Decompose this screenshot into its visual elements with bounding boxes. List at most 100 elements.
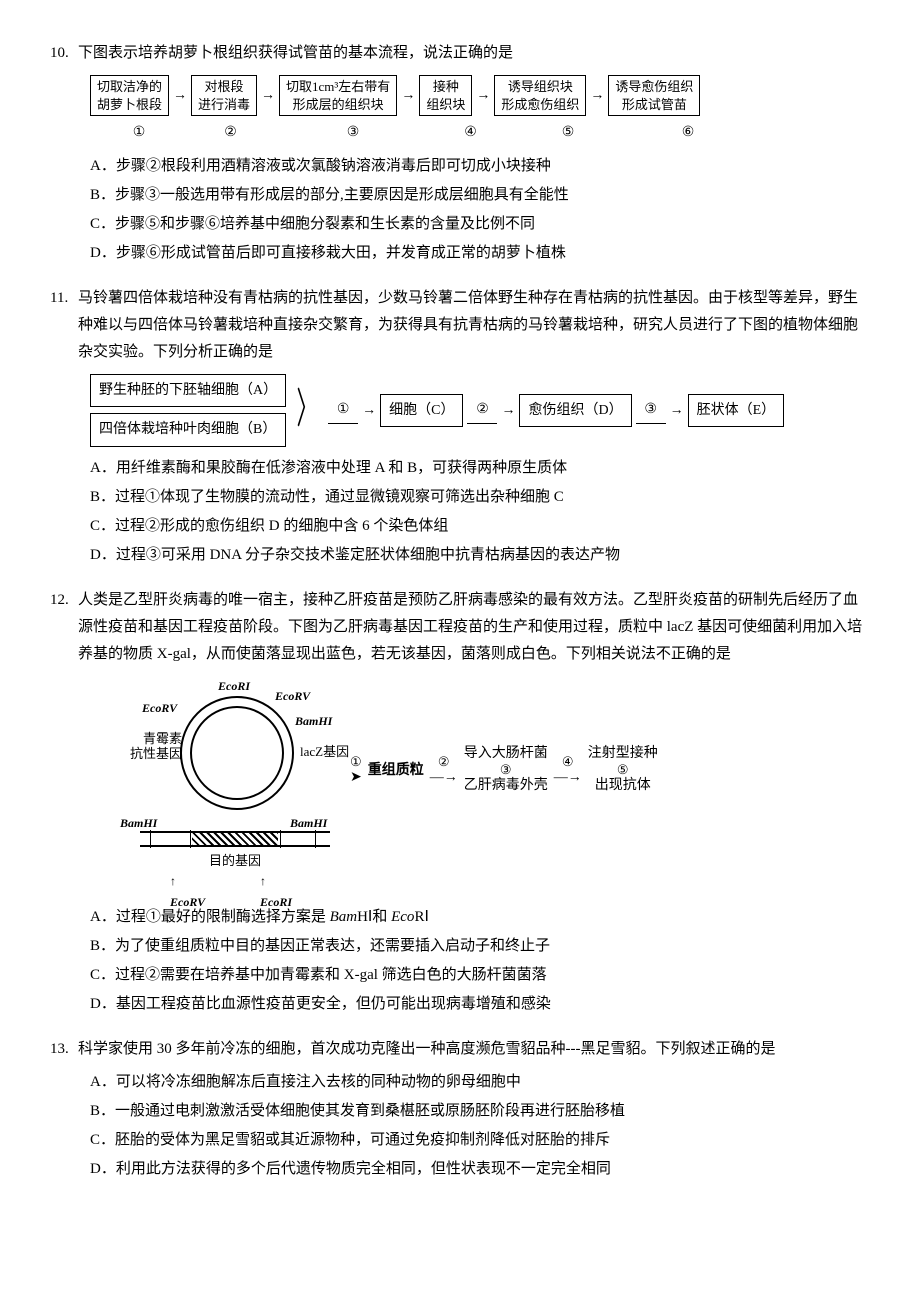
- arrow-icon: →: [476, 83, 490, 108]
- q12-lbl-1: ①: [350, 755, 362, 769]
- q11-options: A．用纤维素酶和果胶酶在低渗溶液中处理 A 和 B，可获得两种原生质体 B．过程…: [90, 455, 870, 569]
- enz-bamhi-right: BamHI: [295, 714, 332, 728]
- enz-ecori-tg: EcoRI: [260, 895, 292, 909]
- target-gene-text: 目的基因: [140, 849, 330, 872]
- question-10: 10. 下图表示培养胡萝卜根组织获得试管苗的基本流程，说法正确的是 切取洁净的 …: [50, 40, 870, 267]
- q11-option-a: A．用纤维素酶和果胶酶在低渗溶液中处理 A 和 B，可获得两种原生质体: [90, 455, 870, 482]
- target-gene-hatched: [192, 833, 278, 847]
- q12-lbl-2: ②: [438, 755, 450, 769]
- q12-process-chain: ①➤ 重组质粒 ②—→ 导入大肠杆菌 ③ 乙肝病毒外壳 ④—→ 注射型接种 ⑤ …: [350, 746, 658, 795]
- q10-circ-1: ①: [90, 120, 188, 145]
- arrow-icon: →: [362, 398, 376, 423]
- q11-step-1: ①: [328, 397, 358, 423]
- q12-ecoli-top: 导入大肠杆菌: [464, 746, 548, 763]
- q11-step-2: ②: [467, 397, 497, 423]
- q10-flow-row: 切取洁净的 胡萝卜根段 → 对根段 进行消毒 → 切取1cm³左右带有 形成层的…: [90, 75, 870, 116]
- q12-number: 12.: [50, 587, 78, 614]
- q11-callus-d: 愈伤组织（D）: [519, 394, 631, 427]
- q10-flow-5-text: 诱导组织块 形成愈伤组织: [501, 79, 579, 112]
- arrow-icon: →: [590, 83, 604, 108]
- q10-option-b: B．步骤③一般选用带有形成层的部分,主要原因是形成层细胞具有全能性: [90, 182, 870, 209]
- q11-box-b: 四倍体栽培种叶肉细胞（B）: [90, 413, 286, 446]
- q11-stem: 马铃薯四倍体栽培种没有青枯病的抗性基因，少数马铃薯二倍体野生种存在青枯病的抗性基…: [78, 285, 870, 366]
- enz-ecori-top: EcoRI: [218, 679, 250, 693]
- q12-shell: 乙肝病毒外壳: [464, 778, 548, 795]
- arrow-icon: →: [173, 83, 187, 108]
- q12-inject: 注射型接种: [588, 746, 658, 763]
- amp-label: 青霉素 抗性基因: [130, 731, 182, 762]
- arrow-icon: →: [261, 83, 275, 108]
- enz-ecorv-tg: EcoRV: [170, 895, 205, 909]
- q13-option-d: D．利用此方法获得的多个后代遗传物质完全相同，但性状表现不一定完全相同: [90, 1156, 870, 1183]
- q12-arr-2: ②—→: [430, 755, 458, 785]
- q12-arr-4: ④—→: [554, 755, 582, 785]
- enz-bamhi-tg-left: BamHI: [120, 816, 157, 830]
- q10-flow-1: 切取洁净的 胡萝卜根段: [90, 75, 169, 116]
- q10-option-a: A．步骤②根段利用酒精溶液或次氯酸钠溶液消毒后即可切成小块接种: [90, 153, 870, 180]
- q10-flow-5: 诱导组织块 形成愈伤组织: [494, 75, 586, 116]
- q11-embryo-e: 胚状体（E）: [688, 394, 785, 427]
- q11-left-boxes: 野生种胚的下胚轴细胞（A） 四倍体栽培种叶肉细胞（B）: [90, 374, 286, 446]
- q10-circ-2: ②: [188, 120, 273, 145]
- q10-option-c: C．步骤⑤和步骤⑥培养基中细胞分裂素和生长素的含量及比例不同: [90, 211, 870, 238]
- arrow-icon: →: [501, 398, 515, 423]
- q10-circ-4: ④: [433, 120, 508, 145]
- q12-header: 12. 人类是乙型肝炎病毒的唯一宿主，接种乙肝疫苗是预防乙肝病毒感染的最有效方法…: [50, 587, 870, 668]
- bracket-icon: 〉: [297, 389, 318, 431]
- q10-flow-6: 诱导愈伤组织 形成试管苗: [608, 75, 700, 116]
- q11-diagram: 野生种胚的下胚轴细胞（A） 四倍体栽培种叶肉细胞（B） 〉 ① → 细胞（C） …: [90, 374, 870, 446]
- q10-number: 10.: [50, 40, 78, 67]
- q10-stem: 下图表示培养胡萝卜根组织获得试管苗的基本流程，说法正确的是: [78, 40, 870, 67]
- q10-flow-2: 对根段 进行消毒: [191, 75, 257, 116]
- target-gene-segment: BamHI BamHI 目的基因 ↑EcoRV ↑EcoRI: [140, 831, 330, 872]
- q11-option-c: C．过程②形成的愈伤组织 D 的细胞中含 6 个染色体组: [90, 513, 870, 540]
- q12-stem: 人类是乙型肝炎病毒的唯一宿主，接种乙肝疫苗是预防乙肝病毒感染的最有效方法。乙型肝…: [78, 587, 870, 668]
- q13-option-b: B．一般通过电刺激激活受体细胞使其发育到桑椹胚或原肠胚阶段再进行胚胎移植: [90, 1098, 870, 1125]
- q10-circ-5: ⑤: [508, 120, 628, 145]
- q11-option-d: D．过程③可采用 DNA 分子杂交技术鉴定胚状体细胞中抗青枯病基因的表达产物: [90, 542, 870, 569]
- q10-flow-3: 切取1cm³左右带有 形成层的组织块: [279, 75, 397, 116]
- q11-header: 11. 马铃薯四倍体栽培种没有青枯病的抗性基因，少数马铃薯二倍体野生种存在青枯病…: [50, 285, 870, 366]
- q11-step-3: ③: [636, 397, 666, 423]
- q10-diagram: 切取洁净的 胡萝卜根段 → 对根段 进行消毒 → 切取1cm³左右带有 形成层的…: [90, 75, 870, 145]
- q11-option-b: B．过程①体现了生物膜的流动性，通过显微镜观察可筛选出杂种细胞 C: [90, 484, 870, 511]
- q13-option-a: A．可以将冷冻细胞解冻后直接注入去核的同种动物的卵母细胞中: [90, 1069, 870, 1096]
- q11-cell-c: 细胞（C）: [380, 394, 463, 427]
- q12-option-b: B．为了使重组质粒中目的基因正常表达，还需要插入启动子和终止子: [90, 933, 870, 960]
- q12-option-d: D．基因工程疫苗比血源性疫苗更安全，但仍可能出现病毒增殖和感染: [90, 991, 870, 1018]
- q10-circ-6: ⑥: [628, 120, 748, 145]
- q10-option-d: D．步骤⑥形成试管苗后即可直接移栽大田，并发育成正常的胡萝卜植株: [90, 240, 870, 267]
- q11-chain: ① → 细胞（C） ② → 愈伤组织（D） ③ → 胚状体（E）: [328, 394, 784, 427]
- q13-stem: 科学家使用 30 多年前冷冻的细胞，首次成功克隆出一种高度濒危雪貂品种---黑足…: [78, 1036, 870, 1063]
- q12-antibody: 出现抗体: [595, 778, 651, 795]
- q13-option-c: C．胚胎的受体为黑足雪貂或其近源物种，可通过免疫抑制剂降低对胚胎的排斥: [90, 1127, 870, 1154]
- q12-recomb: 重组质粒: [368, 758, 424, 783]
- enz-ecorv-top: EcoRV: [275, 689, 310, 703]
- q12-diagram: EcoRI EcoRV EcoRV BamHI lacZ基因 青霉素 抗性基因 …: [90, 676, 870, 896]
- question-12: 12. 人类是乙型肝炎病毒的唯一宿主，接种乙肝疫苗是预防乙肝病毒感染的最有效方法…: [50, 587, 870, 1018]
- q11-box-a: 野生种胚的下胚轴细胞（A）: [90, 374, 286, 407]
- question-11: 11. 马铃薯四倍体栽培种没有青枯病的抗性基因，少数马铃薯二倍体野生种存在青枯病…: [50, 285, 870, 568]
- q10-circ-3: ③: [273, 120, 433, 145]
- q10-flow-3-text: 切取1cm³左右带有 形成层的组织块: [286, 79, 390, 112]
- q10-flow-1-text: 切取洁净的 胡萝卜根段: [97, 79, 162, 112]
- q13-number: 13.: [50, 1036, 78, 1063]
- q10-circ-row: ① ② ③ ④ ⑤ ⑥: [90, 120, 870, 145]
- q12-lbl-4: ④: [562, 755, 574, 769]
- q10-header: 10. 下图表示培养胡萝卜根组织获得试管苗的基本流程，说法正确的是: [50, 40, 870, 67]
- q13-options: A．可以将冷冻细胞解冻后直接注入去核的同种动物的卵母细胞中 B．一般通过电刺激激…: [90, 1069, 870, 1183]
- q10-options: A．步骤②根段利用酒精溶液或次氯酸钠溶液消毒后即可切成小块接种 B．步骤③一般选…: [90, 153, 870, 267]
- q10-flow-2-text: 对根段 进行消毒: [198, 79, 250, 112]
- q10-flow-4-text: 接种 组织块: [426, 79, 465, 112]
- lacz-label: lacZ基因: [300, 740, 349, 763]
- arrow-icon: →: [401, 83, 415, 108]
- question-13: 13. 科学家使用 30 多年前冷冻的细胞，首次成功克隆出一种高度濒危雪貂品种-…: [50, 1036, 870, 1183]
- q11-number: 11.: [50, 285, 78, 312]
- enz-ecorv-left: EcoRV: [142, 701, 177, 715]
- arrow-icon: →: [670, 398, 684, 423]
- q12-options: A．过程①最好的限制酶选择方案是 BamHⅠ和 EcoRⅠ B．为了使重组质粒中…: [90, 904, 870, 1018]
- q12-option-c: C．过程②需要在培养基中加青霉素和 X-gal 筛选白色的大肠杆菌菌落: [90, 962, 870, 989]
- q12-arr-1: ①➤: [350, 755, 362, 785]
- q10-flow-6-text: 诱导愈伤组织 形成试管苗: [615, 79, 693, 112]
- q13-header: 13. 科学家使用 30 多年前冷冻的细胞，首次成功克隆出一种高度濒危雪貂品种-…: [50, 1036, 870, 1063]
